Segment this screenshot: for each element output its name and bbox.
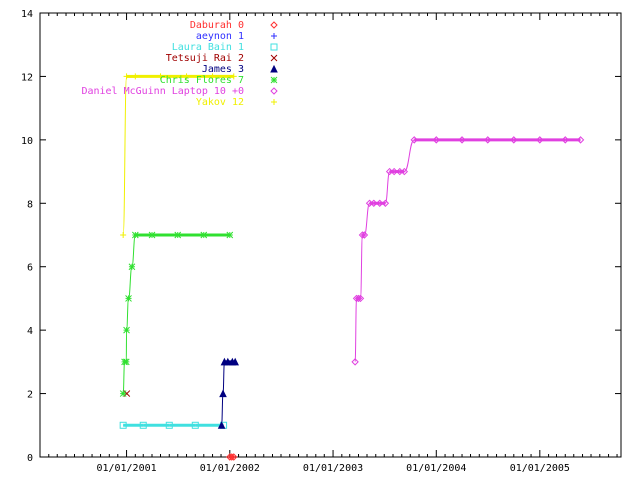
y-tick-label: 12 bbox=[21, 72, 33, 83]
y-tick-label: 14 bbox=[21, 9, 33, 20]
legend-label-1: aeynon 1 bbox=[196, 31, 244, 42]
data-point-6-2 bbox=[354, 294, 363, 303]
data-point-2-3 bbox=[191, 421, 199, 429]
data-point-7-2 bbox=[132, 73, 139, 80]
plot-frame bbox=[39, 12, 622, 458]
data-point-6-17 bbox=[484, 136, 492, 144]
data-point-6-0 bbox=[351, 358, 359, 366]
data-point-4-3 bbox=[224, 357, 232, 366]
data-point-6-4 bbox=[358, 231, 367, 239]
data-point-6-7 bbox=[370, 199, 378, 207]
series-lines bbox=[122, 74, 581, 459]
data-point-6-13 bbox=[400, 167, 409, 176]
legend-label-4: James 3 bbox=[202, 64, 244, 75]
legend-label-3: Tetsuji Rai 2 bbox=[166, 53, 244, 64]
data-point-4-1 bbox=[219, 389, 227, 398]
data-point-4-0 bbox=[217, 421, 226, 429]
data-point-5-0 bbox=[119, 390, 127, 397]
data-point-2-2 bbox=[165, 421, 173, 429]
x-tick-label: 01/01/2004 bbox=[406, 463, 466, 474]
x-tick-label: 01/01/2002 bbox=[200, 463, 260, 474]
data-point-2-1 bbox=[139, 421, 147, 429]
data-point-0-2 bbox=[230, 453, 238, 461]
y-tick-label: 0 bbox=[27, 453, 33, 464]
y-tick-label: 10 bbox=[21, 136, 33, 147]
data-point-6-16 bbox=[458, 136, 466, 144]
data-point-2-0 bbox=[119, 421, 127, 429]
data-point-7-4 bbox=[183, 73, 190, 80]
data-point-6-20 bbox=[561, 136, 569, 144]
legend-marker-3 bbox=[270, 54, 278, 62]
series-markers bbox=[119, 73, 585, 461]
data-point-7-3 bbox=[157, 73, 164, 80]
x-tick-label: 01/01/2003 bbox=[303, 463, 363, 474]
data-point-5-8 bbox=[174, 231, 182, 239]
legend-marker-1 bbox=[271, 33, 277, 39]
legend-marker-7 bbox=[271, 99, 277, 105]
data-point-7-5 bbox=[209, 73, 216, 80]
data-point-7-6 bbox=[230, 73, 237, 80]
data-point-5-3 bbox=[123, 326, 130, 334]
data-point-6-5 bbox=[360, 231, 369, 239]
legend-marker-5 bbox=[270, 76, 278, 84]
data-point-5-5 bbox=[128, 263, 136, 271]
data-point-5-9 bbox=[200, 231, 208, 239]
axis-ticks: 0 2 4 6 8 10 12 14 01/01/2001 01/01/2002 01/01/200… bbox=[21, 9, 621, 474]
data-point-6-21 bbox=[576, 136, 585, 144]
data-point-4-5 bbox=[231, 357, 239, 366]
series-line-5 bbox=[122, 234, 230, 395]
y-tick-label: 2 bbox=[27, 390, 33, 401]
data-point-6-3 bbox=[356, 294, 365, 303]
data-point-5-7 bbox=[148, 231, 156, 239]
data-point-6-18 bbox=[510, 136, 518, 144]
legend-label-5: Chris Flores 7 bbox=[160, 75, 244, 86]
legend-label-0: Daburah 0 bbox=[190, 20, 244, 31]
data-point-0-1 bbox=[228, 453, 236, 461]
data-point-7-1 bbox=[123, 73, 130, 80]
series-line-6 bbox=[354, 139, 581, 363]
data-point-5-6 bbox=[131, 231, 139, 239]
data-point-6-9 bbox=[381, 199, 390, 207]
y-tick-label: 6 bbox=[27, 263, 33, 274]
legend-label-2: Laura Bain 1 bbox=[172, 42, 244, 53]
data-point-6-19 bbox=[536, 136, 544, 144]
data-point-5-10 bbox=[226, 231, 234, 239]
legend-marker-0 bbox=[270, 21, 278, 29]
legend-marker-2 bbox=[270, 43, 278, 51]
data-point-6-11 bbox=[390, 167, 398, 176]
data-point-5-4 bbox=[125, 295, 132, 302]
data-point-6-8 bbox=[376, 199, 384, 207]
data-point-6-14 bbox=[410, 136, 418, 144]
data-point-6-15 bbox=[432, 136, 440, 144]
legend-label-7: Yakov 12 bbox=[196, 97, 244, 108]
x-tick-label: 01/01/2005 bbox=[510, 463, 570, 474]
y-tick-label: 4 bbox=[27, 326, 33, 337]
legend-marker-6 bbox=[270, 87, 278, 95]
y-tick-label: 8 bbox=[27, 199, 33, 210]
data-point-7-0 bbox=[120, 232, 127, 238]
data-point-5-2 bbox=[122, 358, 130, 366]
x-tick-label: 01/01/2001 bbox=[96, 463, 156, 474]
legend-marker-4 bbox=[270, 64, 278, 73]
legend-label-6: Daniel McGuinn Laptop 10 +0 bbox=[81, 86, 244, 97]
